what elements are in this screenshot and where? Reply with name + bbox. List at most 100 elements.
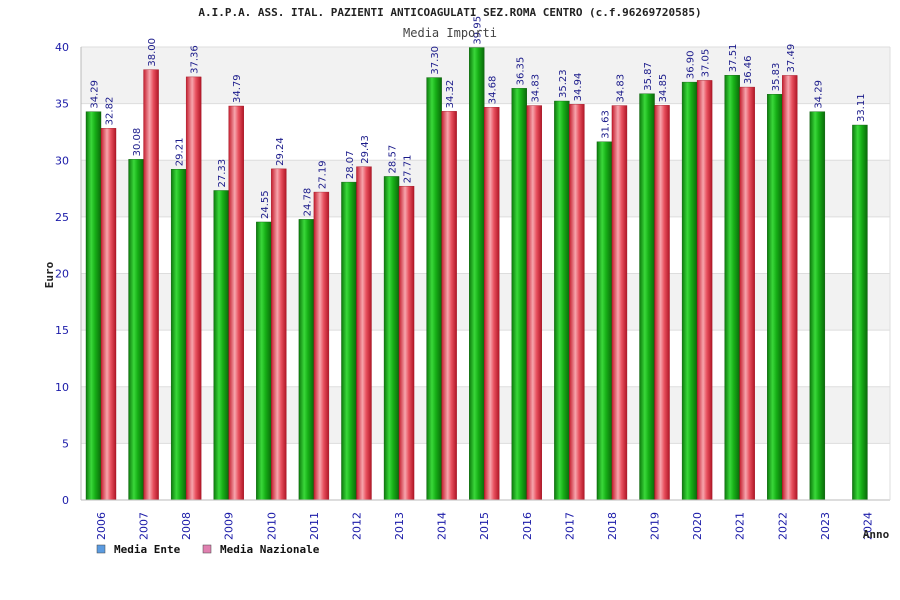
value-label: 36.46	[743, 55, 754, 84]
value-label: 33.11	[856, 93, 867, 122]
bar-media-nazionale-2019	[654, 105, 670, 501]
value-label: 34.68	[488, 76, 499, 105]
value-label: 32.82	[105, 97, 116, 126]
plot-band	[81, 47, 890, 104]
value-label: 34.32	[445, 80, 456, 109]
x-tick-label-2009: 2009	[223, 512, 236, 540]
x-tick-label-2007: 2007	[138, 512, 151, 540]
x-tick-label-2019: 2019	[649, 512, 662, 540]
value-label: 37.51	[728, 44, 739, 73]
value-label: 27.33	[217, 159, 228, 188]
bar-media-ente-2014	[426, 77, 442, 501]
bar-media-ente-2006	[85, 111, 102, 501]
bar-media-ente-2008	[170, 168, 187, 501]
y-axis-label: Euro	[43, 261, 56, 288]
legend-label-media-ente: Media Ente	[114, 543, 181, 556]
value-label: 38.00	[147, 38, 158, 67]
bar-media-nazionale-2013	[398, 185, 415, 501]
bar-media-ente-2012	[341, 181, 357, 501]
value-label: 34.83	[530, 74, 541, 103]
bar-media-nazionale-2021	[739, 86, 755, 501]
value-label: 27.19	[317, 160, 328, 189]
chart-subtitle: Media Importi	[403, 26, 497, 40]
bar-media-ente-2016	[511, 88, 527, 501]
value-label: 28.57	[388, 145, 399, 174]
x-tick-label-2024: 2024	[861, 512, 874, 540]
value-label: 35.87	[643, 62, 654, 91]
value-label: 24.78	[302, 188, 313, 217]
value-label: 37.30	[430, 46, 441, 75]
bar-media-nazionale-2014	[441, 111, 457, 501]
y-tick-label: 30	[55, 154, 69, 167]
value-label: 24.55	[260, 190, 271, 219]
y-tick-label: 15	[55, 324, 69, 337]
x-tick-label-2015: 2015	[478, 512, 491, 540]
value-label: 35.83	[771, 63, 782, 92]
bar-media-nazionale-2011	[313, 191, 330, 501]
x-tick-label-2012: 2012	[350, 512, 363, 540]
value-label: 37.36	[190, 45, 201, 74]
bar-media-nazionale-2010	[271, 168, 287, 501]
bar-media-nazionale-2016	[526, 105, 542, 501]
x-axis-ticks: 2006 2007 2008 2009 2010 2011 2012 2013 2014 2015…	[95, 512, 874, 540]
legend-label-media-nazionale: Media Nazionale	[220, 543, 320, 556]
bar-media-ente-2023	[809, 111, 826, 501]
axes	[80, 47, 891, 501]
y-tick-label: 5	[62, 437, 69, 450]
x-tick-label-2021: 2021	[734, 512, 747, 540]
x-tick-label-2018: 2018	[606, 512, 619, 540]
x-tick-label-2014: 2014	[436, 512, 449, 540]
legend-swatch-media-nazionale	[202, 544, 212, 554]
bar-media-ente-2018	[596, 141, 613, 501]
bar-media-nazionale-2008	[185, 76, 202, 501]
value-label: 29.21	[175, 138, 186, 167]
x-tick-label-2023: 2023	[819, 512, 832, 540]
value-label: 36.90	[686, 50, 697, 79]
bar-media-ente-2017	[554, 100, 570, 501]
bar-media-ente-2013	[383, 176, 400, 501]
value-label: 29.43	[360, 135, 371, 164]
value-label: 37.05	[701, 49, 712, 78]
value-label: 31.63	[600, 110, 611, 139]
bar-media-nazionale-2012	[356, 166, 372, 501]
bar-media-ente-2011	[298, 219, 315, 501]
y-axis-ticks: 0 5 10 15 20 25 30 35 40	[55, 41, 69, 507]
value-label: 30.08	[132, 128, 143, 157]
bar-media-ente-2021	[724, 74, 740, 501]
chart-title: A.I.P.A. ASS. ITAL. PAZIENTI ANTICOAGULA…	[198, 6, 701, 19]
bar-media-nazionale-2015	[484, 107, 500, 501]
value-label: 34.29	[813, 80, 824, 109]
value-label: 34.94	[573, 73, 584, 102]
x-tick-label-2008: 2008	[180, 512, 193, 540]
y-tick-label: 0	[62, 494, 69, 507]
y-tick-label: 10	[55, 381, 69, 394]
legend: Media Ente Media Nazionale	[96, 543, 320, 556]
value-label: 34.29	[90, 80, 101, 109]
x-tick-label-2016: 2016	[521, 512, 534, 540]
bar-media-nazionale-2017	[569, 104, 585, 501]
x-tick-label-2022: 2022	[776, 512, 789, 540]
value-label: 29.24	[275, 137, 286, 166]
y-tick-label: 35	[55, 98, 69, 111]
bar-media-ente-2015	[469, 47, 485, 501]
bar-media-ente-2022	[767, 94, 783, 501]
x-tick-label-2011: 2011	[308, 512, 321, 540]
x-axis-label: Anno	[863, 528, 890, 541]
bar-media-nazionale-2018	[611, 105, 628, 501]
bar-media-ente-2007	[128, 159, 144, 501]
value-label: 34.79	[232, 74, 243, 103]
y-tick-label: 20	[55, 268, 69, 281]
bar-media-ente-2019	[639, 93, 655, 501]
value-label: 28.07	[345, 150, 356, 179]
x-tick-label-2013: 2013	[393, 512, 406, 540]
bar-media-nazionale-2009	[228, 105, 244, 501]
x-tick-label-2010: 2010	[265, 512, 278, 540]
value-label: 39.95	[473, 16, 484, 45]
value-labels: 34.29 32.82 30.08 38.00 29.21 37.36 27.33 34.79…	[90, 16, 867, 219]
y-tick-label: 40	[55, 41, 69, 54]
value-label: 34.83	[615, 74, 626, 103]
value-label: 37.49	[786, 44, 797, 73]
bar-media-nazionale-2007	[143, 69, 159, 501]
bar-media-ente-2010	[256, 221, 272, 501]
